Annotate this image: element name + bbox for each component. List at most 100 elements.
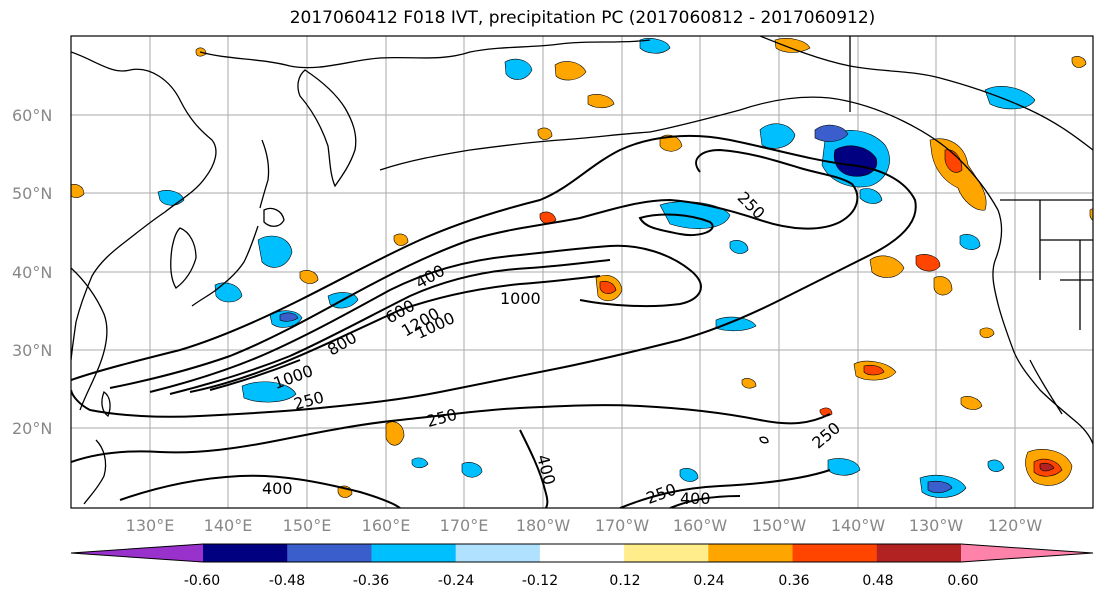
colorbar-tick-label: -0.12: [522, 573, 558, 589]
colorbar-tick-label: 0.24: [693, 573, 724, 589]
ivt-contour-800: [169, 259, 611, 395]
positive-blob: [741, 378, 757, 389]
lat-label: 20°N: [12, 419, 52, 438]
positive-blob: [960, 396, 983, 410]
contour-label: 400: [680, 489, 711, 508]
lon-label: 120°W: [988, 516, 1043, 535]
lon-label: 150°W: [752, 516, 807, 535]
negative-blob: [987, 459, 1005, 472]
colorbar-segment: [455, 544, 541, 562]
ivt-contour-600: [149, 244, 702, 393]
lon-label: 140°W: [831, 516, 886, 535]
positive-blob: [979, 327, 995, 339]
positive-blob: [1089, 208, 1093, 221]
colorbar-segment: [287, 544, 372, 562]
negative-blob: [927, 480, 953, 494]
lat-label: 50°N: [12, 184, 52, 203]
negative-blob: [984, 86, 1036, 110]
korea: [170, 227, 197, 289]
positive-blob: [915, 254, 941, 272]
colorbar-extend-min: [71, 544, 203, 562]
colorbar-tick-label: 0.48: [862, 573, 893, 589]
negative-blob: [729, 240, 749, 254]
ivt-contour-400-mid: [519, 429, 549, 508]
positive-blob: [554, 61, 587, 81]
positive-blob: [537, 127, 553, 140]
lon-label: 170°W: [595, 516, 650, 535]
positive-blob: [863, 364, 885, 376]
lon-label: 160°E: [362, 516, 411, 535]
lon-label: 140°E: [204, 516, 253, 535]
contour-label: 250: [292, 387, 326, 413]
colorbar-segment: [539, 544, 625, 562]
positive-blob: [539, 211, 557, 224]
map-frame: [70, 35, 1094, 509]
negative-blob: [639, 38, 671, 54]
ivt-contours: [71, 134, 917, 508]
siberia-coastline: [199, 39, 651, 69]
colorbar-extend-max: [961, 544, 1093, 562]
lat-label: 60°N: [12, 106, 52, 125]
positive-blob: [1039, 462, 1055, 472]
gridlines: [71, 36, 1093, 508]
precip-anomaly-blobs: [71, 38, 1093, 498]
contour-label: 800: [324, 328, 360, 360]
colorbar-labels: -0.60 -0.48 -0.36 -0.24 -0.12 0.12 0.24 …: [184, 573, 979, 589]
negative-blob-core: [833, 145, 878, 177]
ivt-contour-250-se: [619, 469, 831, 508]
ivt-contour-400-south: [119, 474, 401, 508]
colorbar-segment: [203, 544, 288, 562]
ivt-contour-250-south: [71, 404, 831, 463]
kamchatka-coastline: [297, 69, 357, 188]
colorbar-segment: [624, 544, 709, 562]
lat-label: 30°N: [12, 341, 52, 360]
negative-blob: [504, 58, 533, 80]
negative-blob: [759, 123, 796, 149]
ivt-contour-gulf: [638, 213, 714, 236]
contour-label: 250: [644, 480, 679, 508]
contour-label: 250: [425, 405, 459, 431]
positive-blob: [933, 276, 953, 296]
negative-blob: [279, 312, 299, 322]
aleutian-islands: [379, 131, 651, 171]
asia-coastline: [71, 51, 217, 361]
colorbar-outline: [70, 543, 1094, 563]
colorbar-segment: [371, 544, 457, 562]
philippines: [83, 439, 107, 505]
ivt-contour-400-se: [669, 495, 741, 508]
negative-blob: [679, 468, 699, 482]
negative-blob: [461, 462, 483, 478]
colorbar-tick-label: 0.12: [609, 573, 640, 589]
taiwan: [101, 391, 111, 417]
negative-blob: [827, 458, 861, 476]
positive-blob: [659, 134, 683, 152]
positive-blob: [1071, 56, 1087, 68]
colorbar-tick-label: -0.36: [353, 573, 389, 589]
contour-label: 1000: [500, 289, 541, 308]
positive-blob: [929, 138, 987, 211]
ivt-contour-400: [109, 148, 859, 389]
coastlines: [71, 36, 1093, 505]
colorbar: [70, 543, 1094, 563]
positive-blob: [393, 233, 409, 246]
negative-blob: [859, 188, 883, 204]
negative-blob: [214, 282, 243, 303]
colorbar-tick-label: -0.60: [184, 573, 220, 589]
sakhalin: [259, 139, 270, 209]
hawaii-islands: [759, 436, 769, 444]
colorbar-tick-label: -0.48: [269, 573, 305, 589]
positive-blob: [599, 280, 617, 294]
contour-label: 250: [808, 418, 844, 452]
lon-label: 160°W: [673, 516, 728, 535]
positive-blob: [587, 94, 615, 109]
map-title: 2017060412 F018 IVT, precipitation PC (2…: [289, 8, 876, 28]
lon-label: 130°W: [909, 516, 964, 535]
colorbar-segment: [708, 544, 794, 562]
negative-blob: [411, 457, 429, 469]
colorbar-tick-label: -0.24: [438, 573, 474, 589]
positive-blob: [774, 38, 811, 53]
alaska-north: [759, 36, 1093, 151]
alaska-coast: [649, 96, 999, 211]
ivt-contour-250: [71, 134, 917, 418]
